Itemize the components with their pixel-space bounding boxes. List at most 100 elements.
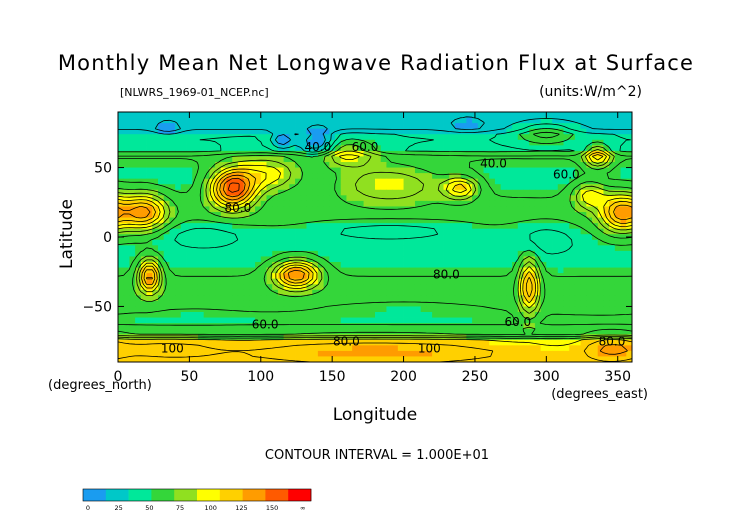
heatmap-cell: [192, 184, 199, 191]
heatmap-cell: [580, 245, 587, 252]
heatmap-cell: [552, 184, 559, 191]
heatmap-cell: [346, 345, 353, 352]
heatmap-cell: [209, 156, 216, 163]
heatmap-cell: [449, 339, 456, 346]
heatmap-cell: [306, 267, 313, 274]
heatmap-cell: [392, 117, 399, 124]
heatmap-cell: [494, 345, 502, 352]
heatmap-cell: [352, 123, 359, 130]
heatmap-cell: [569, 234, 576, 241]
heatmap-cell: [329, 317, 336, 324]
heatmap-cell: [569, 195, 576, 202]
heatmap-cell: [215, 162, 222, 168]
heatmap-cell: [403, 350, 410, 357]
heatmap-cell: [569, 350, 576, 357]
heatmap-cell: [592, 267, 599, 274]
heatmap-cell: [534, 206, 542, 213]
heatmap-cell: [249, 145, 256, 152]
heatmap-cell: [157, 317, 165, 324]
heatmap-cell: [123, 317, 130, 324]
heatmap-cell: [163, 112, 170, 118]
heatmap-cell: [500, 223, 507, 230]
heatmap-cell: [203, 262, 210, 268]
heatmap-cell: [255, 206, 262, 213]
heatmap-cell: [352, 178, 359, 185]
heatmap-cell: [460, 234, 467, 241]
heatmap-cell: [529, 256, 536, 263]
heatmap-cell: [306, 223, 313, 230]
heatmap-cell: [620, 356, 627, 362]
heatmap-cell: [403, 173, 410, 180]
heatmap-cell: [226, 339, 233, 346]
heatmap-cell: [192, 167, 199, 174]
heatmap-cell: [512, 206, 519, 213]
heatmap-cell: [546, 267, 553, 274]
heatmap-cell: [192, 300, 199, 307]
heatmap-cell: [186, 312, 193, 318]
heatmap-cell: [180, 239, 187, 246]
heatmap-cell: [152, 345, 159, 352]
heatmap-cell: [375, 350, 382, 357]
heatmap-cell: [529, 139, 536, 146]
heatmap-cell: [266, 234, 273, 241]
heatmap-cell: [209, 139, 216, 146]
heatmap-cell: [517, 195, 524, 202]
heatmap-cell: [277, 345, 285, 352]
heatmap-cell: [420, 228, 427, 235]
heatmap-cell: [283, 206, 290, 213]
heatmap-cell: [597, 278, 604, 285]
contour-interval-text: CONTOUR INTERVAL = 1.000E+01: [265, 448, 489, 463]
heatmap-cell: [534, 250, 542, 257]
heatmap-cell: [534, 112, 542, 118]
heatmap-cell: [620, 345, 627, 352]
heatmap-cell: [163, 284, 170, 291]
heatmap-cell: [255, 300, 262, 307]
heatmap-cell: [220, 306, 227, 313]
heatmap-cell: [255, 284, 262, 291]
heatmap-cell: [209, 145, 216, 152]
heatmap-cell: [243, 278, 250, 285]
heatmap-cell: [597, 234, 604, 241]
heatmap-cell: [483, 212, 490, 218]
heatmap-cell: [609, 339, 616, 346]
heatmap-cell: [129, 117, 136, 124]
heatmap-cell: [512, 178, 519, 185]
heatmap-cell: [237, 195, 245, 202]
heatmap-cell: [346, 217, 353, 224]
heatmap-cell: [152, 145, 159, 152]
heatmap-cell: [352, 167, 359, 174]
heatmap-cell: [197, 128, 205, 135]
heatmap-cell: [249, 250, 256, 257]
heatmap-cell: [289, 284, 296, 291]
heatmap-cell: [306, 256, 313, 263]
heatmap-cell: [352, 184, 359, 191]
heatmap-cell: [357, 117, 364, 124]
heatmap-cell: [163, 123, 170, 130]
heatmap-cell: [283, 250, 290, 257]
heatmap-cell: [123, 150, 130, 157]
heatmap-cell: [557, 228, 564, 235]
heatmap-cell: [523, 212, 530, 218]
heatmap-cell: [215, 328, 222, 335]
heatmap-cell: [272, 295, 279, 302]
heatmap-cell: [380, 223, 387, 230]
heatmap-cell: [180, 139, 187, 146]
heatmap-cell: [506, 345, 513, 352]
heatmap-cell: [483, 256, 490, 263]
heatmap-cell: [534, 306, 542, 313]
heatmap-cell: [203, 162, 210, 168]
heatmap-cell: [249, 350, 256, 357]
heatmap-cell: [289, 123, 296, 130]
heatmap-cell: [460, 167, 467, 174]
heatmap-cell: [420, 345, 427, 352]
heatmap-cell: [175, 184, 182, 191]
heatmap-cell: [397, 306, 404, 313]
heatmap-cell: [369, 167, 376, 174]
heatmap-cell: [129, 284, 136, 291]
heatmap-cell: [272, 139, 279, 146]
heatmap-cell: [506, 184, 513, 191]
heatmap-cell: [226, 117, 233, 124]
heatmap-cell: [449, 312, 456, 318]
heatmap-cell: [369, 134, 376, 141]
heatmap-cell: [369, 350, 376, 357]
